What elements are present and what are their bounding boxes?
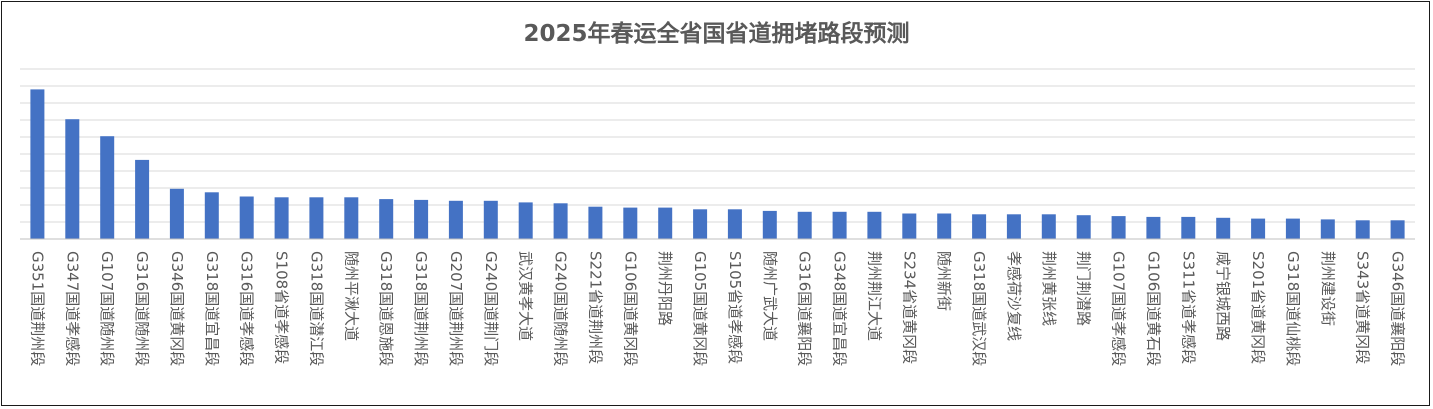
bar: [65, 119, 80, 239]
bar: [1006, 214, 1021, 239]
bar: [1216, 217, 1231, 240]
category-label: 荆州黄张线: [1040, 251, 1058, 326]
bar: [867, 211, 882, 239]
category-label: G318国道荆州段: [412, 251, 430, 366]
category-label: G318国道潜江段: [307, 251, 325, 366]
category-label: G316国道襄阳段: [796, 251, 814, 366]
chart-title: 2025年春运全省国省道拥堵路段预测: [523, 21, 910, 47]
bar: [1111, 216, 1126, 239]
bar: [588, 206, 603, 239]
category-label: 随州平湫大道: [342, 251, 360, 341]
category-label: G107国道随州段: [98, 251, 116, 366]
bar: [169, 188, 184, 239]
bar: [30, 89, 45, 240]
bar: [1041, 214, 1056, 239]
category-label: G318国道恩施段: [377, 251, 395, 366]
bar: [1355, 220, 1370, 239]
category-label: G316国道随州段: [133, 251, 151, 366]
category-label: G346国道襄阳段: [1389, 251, 1407, 366]
bar: [797, 211, 812, 239]
category-label: 孝感荷沙复线: [1005, 251, 1023, 341]
bar: [344, 197, 359, 239]
category-label: 随州新街: [935, 251, 953, 311]
category-label: 荆州丹阳路: [656, 251, 674, 326]
bar: [1390, 220, 1405, 239]
category-label: G316国道孝感段: [238, 251, 256, 366]
gridlines: [20, 68, 1415, 223]
category-label: G348国道宜昌段: [831, 251, 849, 366]
bars: [30, 89, 1405, 240]
bar: [100, 136, 115, 239]
bar: [204, 192, 219, 240]
category-label: G318国道仙桃段: [1284, 251, 1302, 366]
category-label: G347国道孝感段: [63, 251, 81, 366]
category-label: G240国道随州段: [552, 251, 570, 366]
bar: [239, 196, 254, 239]
bar: [762, 210, 777, 239]
bar: [1320, 219, 1335, 239]
bar: [1076, 215, 1091, 239]
category-label: G240国道荆门段: [482, 251, 500, 366]
bar: [274, 197, 289, 239]
bar: [309, 197, 324, 239]
category-label: G346国道黄冈段: [168, 251, 186, 366]
bar: [1146, 216, 1161, 239]
category-label: 随州广武大道: [761, 251, 779, 341]
category-label: G105国道黄冈段: [691, 251, 709, 366]
bar: [135, 159, 150, 239]
category-label: G318国道武汉段: [970, 251, 988, 366]
category-label: S105省道孝感段: [726, 251, 744, 364]
category-label: S201省道黄冈段: [1249, 251, 1267, 364]
category-label: G106国道黄石段: [1144, 251, 1162, 366]
bar: [1251, 218, 1266, 239]
category-label: G207国道荆州段: [447, 251, 465, 366]
bar: [972, 214, 987, 239]
bar: [937, 213, 952, 239]
category-labels: G351国道荆州段 G347国道孝感段 G107国道随州段 G316国道随州段 G346…: [28, 251, 1406, 366]
category-label: G351国道荆州段: [28, 251, 46, 366]
category-label: 荆门荆潜路: [1075, 251, 1093, 326]
bar: [483, 200, 498, 240]
bar: [414, 199, 429, 239]
category-label: S221省道荆州段: [586, 251, 604, 364]
category-label: S311省道孝感段: [1179, 251, 1197, 364]
category-label: 荆州建设街: [1319, 251, 1337, 326]
bar: [553, 203, 568, 239]
category-label: 武汉黄孝大道: [517, 251, 535, 341]
bar: [1285, 218, 1300, 239]
bar: [448, 200, 463, 240]
bar: [1181, 216, 1196, 239]
bar: [727, 209, 742, 240]
category-label: G318国道宜昌段: [203, 251, 221, 366]
category-label: S108省道孝感段: [273, 251, 291, 364]
bar: [693, 209, 708, 240]
bar: [832, 211, 847, 239]
category-label: S234省道黄冈段: [900, 251, 918, 364]
bar: [658, 207, 673, 239]
category-label: 咸宁银城西路: [1214, 251, 1232, 341]
category-label: G107国道孝感段: [1110, 251, 1128, 366]
bar: [623, 207, 638, 239]
category-label: G106国道黄冈段: [621, 251, 639, 366]
category-label: 荆州荆江大道: [865, 251, 883, 341]
category-label: S343省道黄冈段: [1354, 251, 1372, 364]
bar: [518, 202, 533, 239]
bar: [902, 213, 917, 239]
bar: [379, 199, 394, 239]
